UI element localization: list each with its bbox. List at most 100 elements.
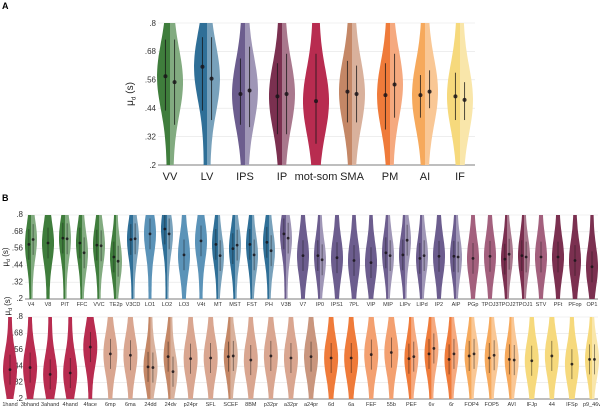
violin-left-half	[269, 23, 282, 165]
x-tick-label: IPS	[236, 171, 254, 183]
mean-dot	[166, 355, 170, 359]
mean-dot	[61, 236, 65, 240]
mean-dot	[383, 93, 388, 98]
mean-dot	[556, 255, 560, 259]
violin-left-half	[280, 215, 286, 299]
mean-dot	[8, 368, 12, 372]
mean-dot	[369, 261, 373, 264]
x-tick-label: 24dd	[144, 402, 156, 408]
violin-left-half	[339, 23, 352, 165]
violin	[59, 215, 71, 299]
mean-dot	[163, 227, 167, 231]
x-tick-label: VVC	[93, 302, 104, 308]
violin-left-half	[444, 317, 452, 399]
violin-left-half	[212, 215, 218, 299]
x-tick-label: a32pr	[284, 402, 298, 408]
mean-dot	[252, 253, 256, 257]
x-tick-label: IP2	[435, 302, 443, 308]
x-tick-label: V3B	[281, 302, 292, 308]
violin-right-half	[511, 317, 519, 399]
x-tick-label: 55b	[387, 402, 396, 408]
mean-dot	[530, 359, 534, 363]
violin	[450, 215, 462, 299]
mean-dot	[503, 257, 507, 261]
violin-left-half	[246, 215, 252, 299]
mean-dot	[46, 241, 50, 245]
violin-right-half	[507, 215, 513, 299]
violin	[314, 215, 326, 299]
mean-dot	[335, 256, 339, 260]
x-tick-label: AIP	[452, 302, 461, 308]
x-tick-label: V4	[28, 302, 35, 308]
y-tick-label: .56	[145, 76, 157, 85]
violin-right-half	[31, 215, 37, 299]
x-tick-label: IPS1	[331, 302, 343, 308]
x-tick-label: a24pr	[304, 402, 318, 408]
mean-dot	[456, 255, 460, 259]
violin	[43, 317, 58, 399]
violin-left-half	[399, 215, 405, 299]
y-tick-label: .32	[145, 132, 157, 141]
mean-dot	[249, 358, 253, 362]
y-axis-label: μd (s)	[1, 247, 12, 266]
violin-right-half	[170, 23, 183, 165]
mean-dot	[329, 356, 333, 360]
violin	[144, 215, 156, 299]
violin	[93, 215, 105, 299]
y-tick-label: .56	[12, 345, 24, 354]
mean-dot	[389, 351, 393, 354]
mean-dot	[384, 251, 388, 255]
mean-dot	[78, 241, 82, 245]
panel-b-chart: .8.68.56.44.32.2μd (s)V4 V8 PIT FFC VVC TE2p V…	[1, 210, 600, 408]
x-tick-label: IF	[455, 171, 465, 183]
x-tick-label: LO1	[145, 302, 155, 308]
mean-dot	[352, 259, 356, 262]
mean-dot	[524, 255, 528, 259]
x-tick-label: LO2	[162, 302, 172, 308]
x-tick-label: 6a	[348, 402, 355, 408]
x-tick-label: 44	[549, 402, 555, 408]
mean-dot	[282, 232, 286, 236]
x-tick-label: VIP	[367, 302, 376, 308]
mean-dot	[407, 357, 411, 361]
violin-left-half	[447, 23, 460, 165]
mean-dot	[275, 94, 280, 99]
violin	[246, 215, 258, 299]
violin-right-half	[460, 23, 473, 165]
mean-dot	[265, 240, 269, 244]
x-tick-label: SFL	[206, 402, 216, 408]
mean-dot	[309, 355, 313, 359]
mean-dot	[354, 92, 359, 96]
mean-dot	[284, 92, 289, 96]
violin-left-half	[194, 23, 207, 165]
mean-dot	[512, 358, 516, 362]
x-tick-label: FST	[247, 302, 258, 308]
mean-dot	[316, 254, 320, 257]
x-tick-label: V3CD	[126, 302, 141, 308]
mean-dot	[289, 356, 293, 360]
x-tick-label: LIPd	[416, 302, 427, 308]
violin	[269, 23, 295, 165]
x-tick-label: FOP4	[464, 402, 478, 408]
x-tick-label: TE2p	[109, 302, 122, 308]
violin-right-half	[150, 317, 158, 399]
violin-left-half	[424, 317, 432, 399]
mean-dot	[418, 93, 423, 98]
violin-right-half	[252, 215, 258, 299]
violin	[399, 215, 411, 299]
mean-dot	[462, 97, 467, 102]
x-tick-label: MT	[214, 302, 223, 308]
x-tick-label: IFSp	[566, 402, 578, 408]
violin-right-half	[235, 215, 241, 299]
mean-dot	[472, 352, 476, 356]
mean-dot	[247, 88, 252, 93]
violin	[444, 317, 459, 399]
mean-dot	[209, 356, 213, 360]
mean-dot	[452, 352, 456, 356]
violin	[229, 215, 241, 299]
x-tick-label: PM	[382, 171, 399, 183]
mean-dot	[405, 238, 409, 242]
violin-left-half	[501, 215, 507, 299]
y-tick-label: .32	[12, 378, 24, 387]
